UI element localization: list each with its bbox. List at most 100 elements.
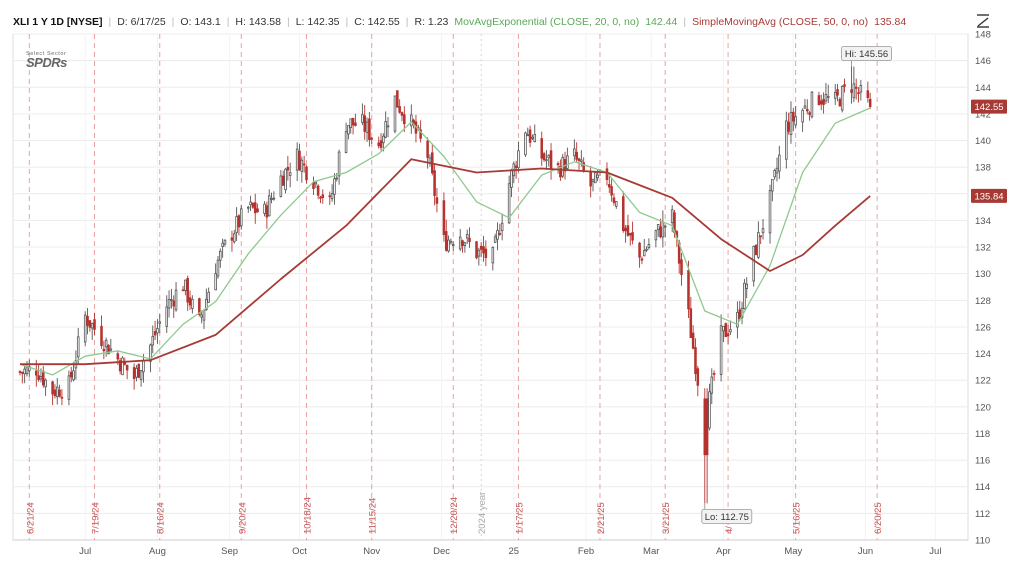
candle-body [400,112,404,116]
candle-body [687,269,690,310]
candle-body [547,154,551,159]
high-readout: H: 143.58 [235,16,281,28]
candle-body [216,259,220,277]
candle-body [857,92,860,95]
x-tick-label: Nov [363,546,380,557]
candle-body [205,298,208,311]
event-date-label: 8/16/24 [156,502,167,534]
drawing-tool-icon[interactable] [975,13,991,29]
candle-body [230,237,234,241]
candle-body [575,151,578,160]
high-annotation-label: Hi: 145.56 [845,49,888,60]
candle-body [25,366,29,375]
ema-legend-value: 142.44 [645,16,678,28]
candle-body [300,159,304,172]
candle-body [191,298,194,309]
candle-body [836,89,839,96]
x-tick-label: Jul [79,546,91,557]
price-badge-label: 142.55 [974,102,1003,113]
candle-body [868,98,872,107]
event-date-label: 9/20/24 [237,502,248,534]
candle-body [752,245,755,282]
candle-body [596,174,599,179]
candle-body [447,239,450,252]
candle-body [740,307,744,319]
candle-body [465,234,469,239]
candle-body [738,309,742,319]
candle-body [610,186,613,196]
candle-body [349,118,353,128]
candle-body [42,370,45,386]
candle-body [69,371,73,378]
candle-body [703,398,707,456]
candle-body [239,208,243,227]
candle-body [410,114,413,127]
candle-body [149,344,152,362]
candle-body [745,283,748,289]
y-tick-label: 140 [975,136,991,147]
candle-body [433,170,436,196]
symbol-label: XLI 1 Y 1D [NYSE] [13,16,103,28]
plot-area [12,33,969,541]
candle-body [493,236,497,243]
candle-body [219,250,222,261]
candle-body [361,114,364,123]
candle-body [556,163,560,166]
candle-body [689,308,693,339]
x-tick-label: Sep [221,546,238,557]
candle-body [137,363,141,378]
y-tick-label: 122 [975,376,991,387]
candle-body [28,365,31,372]
candle-body [186,277,189,303]
y-tick-label: 130 [975,269,991,280]
y-tick-label: 134 [975,216,991,227]
candle-body [631,232,634,241]
candle-body [435,197,439,204]
sma-legend-label: SimpleMovingAvg (CLOSE, 50, 0, no) [692,16,869,28]
candle-body [594,172,597,184]
candle-body [824,94,828,102]
candle-body [156,328,159,334]
candle-body [531,136,534,139]
candle-body [365,121,369,133]
candle-body [792,111,795,122]
price-badge [971,188,1007,203]
candle-body [843,84,846,87]
candle-body [826,96,830,98]
candle-body [645,248,648,251]
candle-body [202,309,206,321]
candle-body [705,398,709,456]
y-tick-label: 110 [975,536,990,547]
candle-body [314,181,318,185]
candle-body [284,168,287,191]
candle-body [316,185,320,196]
candle-body [482,246,485,254]
candle-body [302,163,306,166]
candle-body [270,197,273,200]
candle-body [172,300,175,307]
candle-body [624,227,627,232]
candle-body [626,225,630,236]
candle-body [151,336,155,346]
chart-header: XLI 1 Y 1D [NYSE] | D: 6/17/25 | O: 143.… [13,16,907,28]
candle-body [533,134,537,143]
candle-body [125,364,129,371]
candle-body [468,237,471,242]
candle-body [866,90,870,98]
y-tick-label: 128 [975,296,991,307]
candle-body [386,125,390,128]
candle-body [803,105,807,109]
candle-body [184,279,187,291]
candle-body [132,367,136,379]
candle-body [142,360,145,373]
candle-body [591,178,595,182]
candle-body [736,311,739,328]
y-tick-label: 126 [975,322,991,333]
ema-legend-label: MovAvgExponential (CLOSE, 20, 0, no) [454,16,640,28]
x-tick-label: May [784,546,802,557]
candle-body [165,306,169,327]
x-tick-label: 25 [509,546,520,557]
candle-body [461,240,464,246]
candle-body [442,200,446,235]
